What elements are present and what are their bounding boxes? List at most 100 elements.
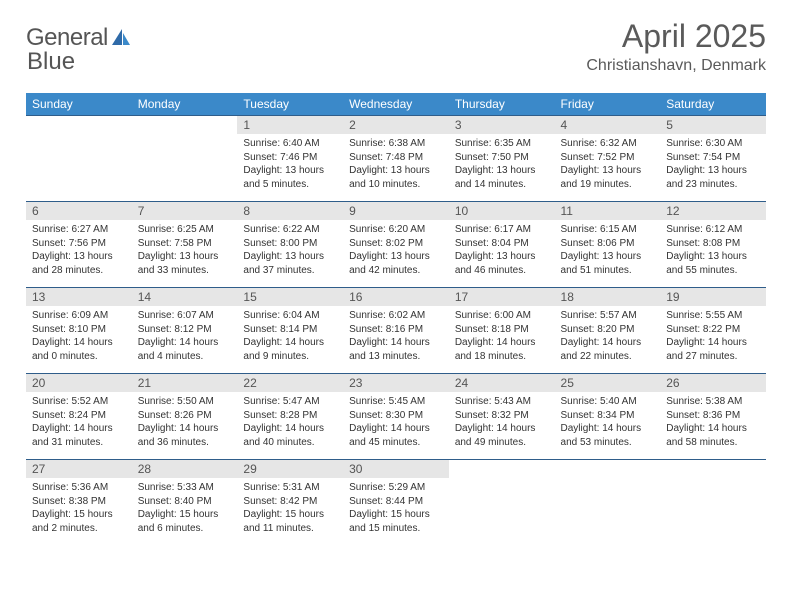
daylight-text: Daylight: 13 hours and 19 minutes.	[561, 164, 655, 191]
day-number: 23	[343, 374, 449, 392]
daylight-text: Daylight: 14 hours and 13 minutes.	[349, 336, 443, 363]
daylight-text: Daylight: 14 hours and 53 minutes.	[561, 422, 655, 449]
day-detail: Sunrise: 5:36 AMSunset: 8:38 PMDaylight:…	[26, 478, 132, 539]
sunrise-text: Sunrise: 5:38 AM	[666, 395, 760, 409]
sunset-text: Sunset: 7:50 PM	[455, 151, 549, 165]
sunrise-text: Sunrise: 5:40 AM	[561, 395, 655, 409]
day-number: 3	[449, 116, 555, 134]
sunrise-text: Sunrise: 6:09 AM	[32, 309, 126, 323]
sunset-text: Sunset: 8:26 PM	[138, 409, 232, 423]
calendar-body: ....1Sunrise: 6:40 AMSunset: 7:46 PMDayl…	[26, 116, 766, 546]
day-detail: Sunrise: 6:27 AMSunset: 7:56 PMDaylight:…	[26, 220, 132, 281]
day-detail: Sunrise: 6:25 AMSunset: 7:58 PMDaylight:…	[132, 220, 238, 281]
calendar-day: 1Sunrise: 6:40 AMSunset: 7:46 PMDaylight…	[237, 116, 343, 202]
column-header: Wednesday	[343, 93, 449, 116]
sunrise-text: Sunrise: 6:04 AM	[243, 309, 337, 323]
day-detail: Sunrise: 6:32 AMSunset: 7:52 PMDaylight:…	[555, 134, 661, 195]
calendar-day: ..	[132, 116, 238, 202]
sail-icon	[110, 29, 132, 47]
day-detail: Sunrise: 6:35 AMSunset: 7:50 PMDaylight:…	[449, 134, 555, 195]
day-number: 20	[26, 374, 132, 392]
day-number: 18	[555, 288, 661, 306]
calendar-day: ..	[449, 460, 555, 546]
daylight-text: Daylight: 14 hours and 45 minutes.	[349, 422, 443, 449]
daylight-text: Daylight: 14 hours and 4 minutes.	[138, 336, 232, 363]
day-detail: Sunrise: 5:33 AMSunset: 8:40 PMDaylight:…	[132, 478, 238, 539]
calendar-day: 3Sunrise: 6:35 AMSunset: 7:50 PMDaylight…	[449, 116, 555, 202]
sunrise-text: Sunrise: 6:22 AM	[243, 223, 337, 237]
sunrise-text: Sunrise: 5:47 AM	[243, 395, 337, 409]
calendar-day: 25Sunrise: 5:40 AMSunset: 8:34 PMDayligh…	[555, 374, 661, 460]
sunrise-text: Sunrise: 6:32 AM	[561, 137, 655, 151]
column-header: Tuesday	[237, 93, 343, 116]
calendar-day: ..	[555, 460, 661, 546]
sunrise-text: Sunrise: 5:45 AM	[349, 395, 443, 409]
day-number: 30	[343, 460, 449, 478]
calendar-week: 27Sunrise: 5:36 AMSunset: 8:38 PMDayligh…	[26, 460, 766, 546]
day-detail: Sunrise: 5:29 AMSunset: 8:44 PMDaylight:…	[343, 478, 449, 539]
daylight-text: Daylight: 13 hours and 14 minutes.	[455, 164, 549, 191]
sunset-text: Sunset: 8:20 PM	[561, 323, 655, 337]
daylight-text: Daylight: 13 hours and 46 minutes.	[455, 250, 549, 277]
calendar-table: SundayMondayTuesdayWednesdayThursdayFrid…	[26, 93, 766, 546]
day-number: 4	[555, 116, 661, 134]
day-number: 24	[449, 374, 555, 392]
title-block: April 2025 Christianshavn, Denmark	[586, 18, 766, 75]
daylight-text: Daylight: 13 hours and 55 minutes.	[666, 250, 760, 277]
calendar-week: 13Sunrise: 6:09 AMSunset: 8:10 PMDayligh…	[26, 288, 766, 374]
day-detail: Sunrise: 5:52 AMSunset: 8:24 PMDaylight:…	[26, 392, 132, 453]
sunset-text: Sunset: 7:52 PM	[561, 151, 655, 165]
daylight-text: Daylight: 13 hours and 33 minutes.	[138, 250, 232, 277]
sunset-text: Sunset: 8:06 PM	[561, 237, 655, 251]
sunrise-text: Sunrise: 6:15 AM	[561, 223, 655, 237]
sunrise-text: Sunrise: 6:02 AM	[349, 309, 443, 323]
day-number: 5	[660, 116, 766, 134]
daylight-text: Daylight: 13 hours and 5 minutes.	[243, 164, 337, 191]
calendar-day: 16Sunrise: 6:02 AMSunset: 8:16 PMDayligh…	[343, 288, 449, 374]
sunset-text: Sunset: 8:08 PM	[666, 237, 760, 251]
sunset-text: Sunset: 8:36 PM	[666, 409, 760, 423]
daylight-text: Daylight: 13 hours and 51 minutes.	[561, 250, 655, 277]
calendar-day: ..	[660, 460, 766, 546]
sunrise-text: Sunrise: 5:55 AM	[666, 309, 760, 323]
column-header: Thursday	[449, 93, 555, 116]
sunrise-text: Sunrise: 5:31 AM	[243, 481, 337, 495]
brand-text-2: Blue	[27, 48, 75, 76]
sunrise-text: Sunrise: 6:17 AM	[455, 223, 549, 237]
day-detail: Sunrise: 5:40 AMSunset: 8:34 PMDaylight:…	[555, 392, 661, 453]
sunrise-text: Sunrise: 5:43 AM	[455, 395, 549, 409]
day-detail: Sunrise: 5:43 AMSunset: 8:32 PMDaylight:…	[449, 392, 555, 453]
day-number: 15	[237, 288, 343, 306]
daylight-text: Daylight: 14 hours and 18 minutes.	[455, 336, 549, 363]
day-number: 10	[449, 202, 555, 220]
day-number: 6	[26, 202, 132, 220]
day-detail: Sunrise: 6:02 AMSunset: 8:16 PMDaylight:…	[343, 306, 449, 367]
daylight-text: Daylight: 15 hours and 2 minutes.	[32, 508, 126, 535]
calendar-week: ....1Sunrise: 6:40 AMSunset: 7:46 PMDayl…	[26, 116, 766, 202]
calendar-day: 29Sunrise: 5:31 AMSunset: 8:42 PMDayligh…	[237, 460, 343, 546]
calendar-day: 7Sunrise: 6:25 AMSunset: 7:58 PMDaylight…	[132, 202, 238, 288]
daylight-text: Daylight: 13 hours and 37 minutes.	[243, 250, 337, 277]
sunset-text: Sunset: 8:00 PM	[243, 237, 337, 251]
calendar-day: 17Sunrise: 6:00 AMSunset: 8:18 PMDayligh…	[449, 288, 555, 374]
day-number: 16	[343, 288, 449, 306]
day-number: 25	[555, 374, 661, 392]
daylight-text: Daylight: 14 hours and 40 minutes.	[243, 422, 337, 449]
daylight-text: Daylight: 13 hours and 23 minutes.	[666, 164, 760, 191]
sunrise-text: Sunrise: 5:52 AM	[32, 395, 126, 409]
column-header: Sunday	[26, 93, 132, 116]
daylight-text: Daylight: 14 hours and 0 minutes.	[32, 336, 126, 363]
daylight-text: Daylight: 13 hours and 42 minutes.	[349, 250, 443, 277]
day-detail: Sunrise: 6:07 AMSunset: 8:12 PMDaylight:…	[132, 306, 238, 367]
calendar-day: 18Sunrise: 5:57 AMSunset: 8:20 PMDayligh…	[555, 288, 661, 374]
column-header: Monday	[132, 93, 238, 116]
calendar-day: 30Sunrise: 5:29 AMSunset: 8:44 PMDayligh…	[343, 460, 449, 546]
calendar-day: 28Sunrise: 5:33 AMSunset: 8:40 PMDayligh…	[132, 460, 238, 546]
header: General April 2025 Christianshavn, Denma…	[26, 18, 766, 75]
day-detail: Sunrise: 6:40 AMSunset: 7:46 PMDaylight:…	[237, 134, 343, 195]
calendar-day: 20Sunrise: 5:52 AMSunset: 8:24 PMDayligh…	[26, 374, 132, 460]
sunset-text: Sunset: 8:14 PM	[243, 323, 337, 337]
day-detail: Sunrise: 6:09 AMSunset: 8:10 PMDaylight:…	[26, 306, 132, 367]
day-detail: Sunrise: 5:45 AMSunset: 8:30 PMDaylight:…	[343, 392, 449, 453]
day-number: 11	[555, 202, 661, 220]
